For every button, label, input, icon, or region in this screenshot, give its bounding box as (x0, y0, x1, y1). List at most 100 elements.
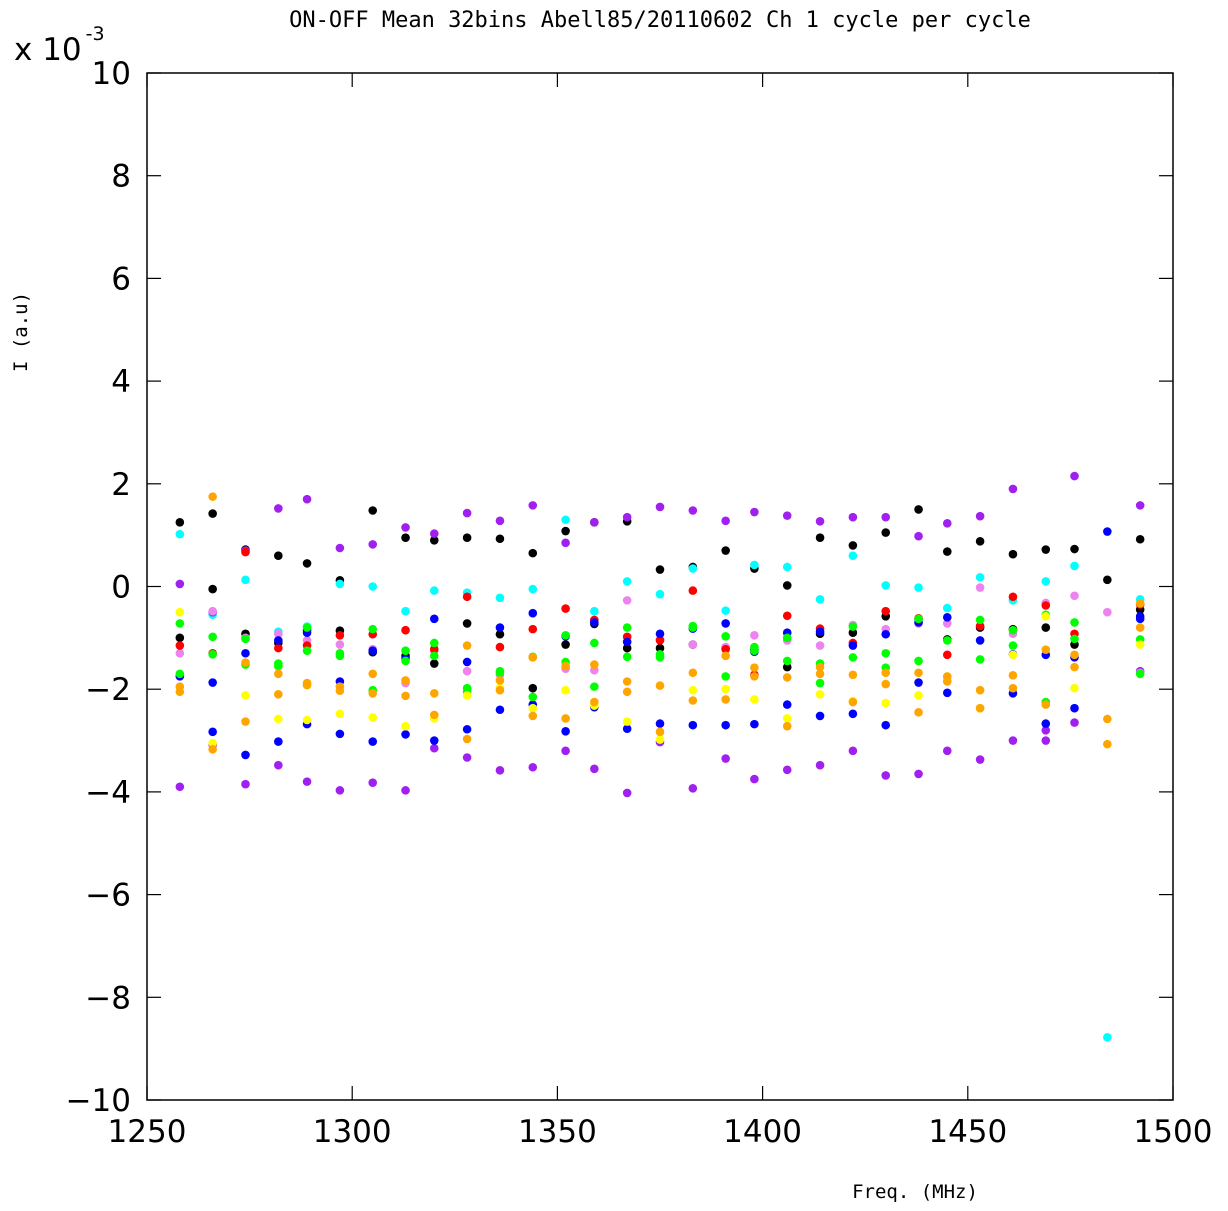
y-tick-label: −10 (66, 1083, 131, 1119)
data-point (462, 641, 472, 650)
data-point (914, 505, 923, 514)
data-point (815, 595, 825, 604)
data-point (975, 703, 985, 713)
data-point (401, 646, 410, 655)
data-point (782, 511, 792, 520)
data-point (368, 713, 378, 722)
data-point (881, 581, 891, 590)
data-point (241, 658, 250, 667)
data-point (368, 778, 378, 787)
data-point (975, 572, 985, 582)
data-point (528, 584, 538, 594)
data-point (208, 632, 217, 642)
data-point (914, 691, 923, 700)
data-point (1041, 611, 1051, 621)
data-point (688, 696, 698, 705)
data-point (335, 682, 345, 691)
data-point (274, 760, 283, 770)
y-tick-label: 0 (111, 570, 131, 606)
data-point (175, 529, 185, 539)
data-point (848, 697, 858, 707)
data-point (1070, 718, 1079, 727)
data-point (1070, 618, 1079, 627)
data-point (655, 643, 665, 653)
data-point (622, 643, 632, 653)
data-point (561, 526, 570, 536)
data-point (495, 685, 505, 695)
data-point (429, 529, 439, 538)
data-point (848, 541, 858, 550)
data-point (914, 678, 923, 687)
data-point (208, 606, 217, 616)
data-point (815, 669, 825, 679)
data-point (622, 687, 632, 697)
data-point (429, 736, 439, 745)
data-point (622, 512, 632, 522)
data-point (462, 666, 472, 676)
data-point (782, 714, 792, 723)
data-point (241, 547, 250, 557)
data-point (175, 579, 185, 589)
axis-ticks (146, 72, 1174, 1101)
data-point (241, 717, 250, 726)
x-tick-label: 1400 (723, 1114, 802, 1150)
data-point (848, 622, 858, 631)
series-12 (175, 492, 1145, 749)
data-point (495, 623, 505, 632)
data-point (975, 655, 985, 664)
data-point (1041, 700, 1051, 709)
data-point (881, 512, 891, 522)
data-point (561, 630, 570, 640)
data-point (208, 727, 217, 737)
data-point (401, 656, 410, 666)
data-point (302, 715, 312, 725)
data-point (815, 533, 825, 543)
data-point (848, 512, 858, 522)
data-point (848, 551, 858, 560)
data-point (175, 641, 185, 650)
data-point (429, 710, 439, 720)
data-point (721, 632, 730, 641)
data-point (302, 777, 312, 786)
data-point (975, 755, 985, 764)
data-point (335, 630, 345, 640)
data-point (495, 705, 505, 715)
data-point (462, 533, 472, 543)
data-point (975, 685, 985, 695)
data-point (721, 720, 730, 730)
data-point (622, 577, 632, 586)
data-point (241, 648, 250, 658)
data-point (1135, 669, 1145, 679)
data-point (1070, 634, 1079, 644)
data-point (1135, 501, 1145, 510)
y-tick-label: 8 (111, 159, 131, 195)
data-point (335, 786, 345, 795)
data-point (561, 640, 570, 649)
data-point (561, 727, 570, 736)
data-point (368, 669, 378, 679)
data-point (429, 614, 439, 624)
series-0 (175, 505, 1145, 590)
data-point (881, 528, 891, 537)
data-point (1041, 645, 1051, 654)
data-point (429, 689, 439, 698)
data-point (175, 782, 185, 792)
data-point (590, 518, 599, 527)
data-point (335, 579, 345, 589)
data-point (942, 650, 952, 660)
data-point (750, 507, 759, 517)
data-point (274, 504, 283, 513)
data-point (848, 709, 858, 719)
data-point (495, 766, 505, 775)
data-point (401, 676, 410, 685)
data-point (368, 646, 378, 655)
data-point (368, 689, 378, 698)
data-point (561, 661, 570, 671)
data-point (688, 640, 698, 649)
data-point (590, 764, 599, 774)
y-multiplier: x 10 -3 (14, 23, 105, 68)
data-point (815, 760, 825, 770)
y-tick-label: −4 (85, 775, 131, 811)
data-point (401, 721, 410, 731)
data-point (655, 589, 665, 599)
